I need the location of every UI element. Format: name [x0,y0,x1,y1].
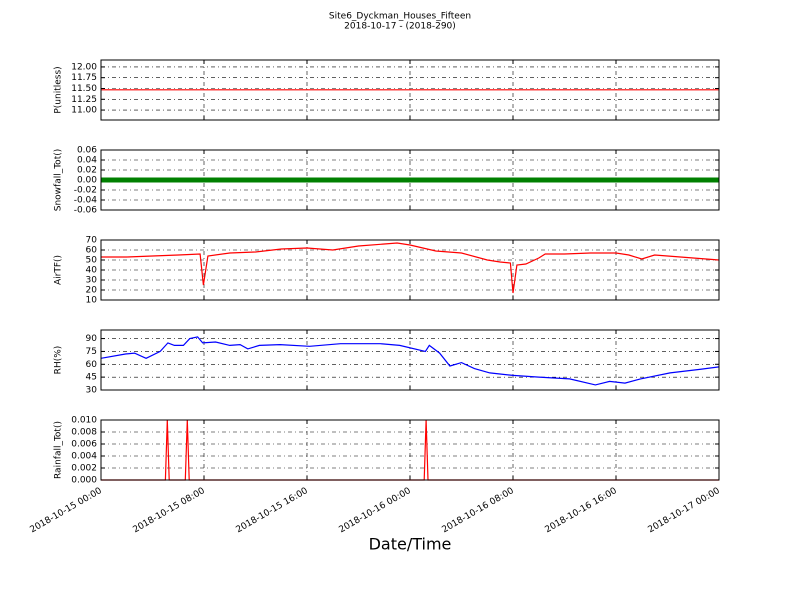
plot-frame [100,329,720,391]
y-axis-label: Rainfall_Tot() [54,421,64,479]
y-tick-label: 11.75 [71,73,97,83]
y-tick-label: 0.000 [71,476,97,486]
y-tick-label: 10 [86,296,98,306]
y-tick-label: -0.06 [74,206,98,216]
figure-title: Site6_Dyckman_Houses_Fifteen [329,12,471,22]
plot-frame [100,419,720,481]
y-tick-label: -0.04 [74,196,98,206]
y-axis-label: RH(%) [54,346,64,375]
y-tick-label: 30 [86,276,98,286]
y-tick-label: 60 [86,360,98,370]
y-tick-label: 0.06 [77,146,97,156]
y-axis-label: AirTF() [54,255,64,285]
y-axis-label: Snowfall_Tot() [54,149,64,212]
y-tick-label: 30 [86,386,98,396]
y-tick-label: 20 [86,286,98,296]
y-tick-label: 90 [86,334,98,344]
y-tick-label: 0.010 [71,416,97,426]
figure-subtitle: 2018-10-17 - (2018-290) [344,22,456,32]
y-tick-label: 60 [86,246,98,256]
y-tick-label: 40 [86,266,98,276]
series-line [100,336,720,386]
y-tick-label: 0.02 [77,166,97,176]
y-tick-label: 70 [86,236,98,246]
y-tick-label: -0.02 [74,186,97,196]
y-tick-label: 0.04 [77,156,97,166]
y-tick-label: 11.00 [71,106,97,116]
y-tick-label: 50 [86,256,98,266]
y-tick-label: 11.50 [71,84,97,94]
y-tick-label: 12.00 [71,62,97,72]
y-tick-label: 0.008 [71,428,97,438]
plot-frame [100,59,720,121]
y-tick-label: 11.25 [71,95,97,105]
y-axis-label: P(unitless) [54,66,64,113]
y-tick-label: 0.002 [71,464,97,474]
plot-frame [100,239,720,301]
x-axis-label: Date/Time [369,535,452,554]
series-line [101,242,720,294]
y-tick-label: 75 [86,347,97,357]
y-tick-label: 45 [86,373,97,383]
y-tick-label: 0.00 [77,176,97,186]
y-tick-label: 0.004 [71,452,97,462]
plot-frame [100,149,720,211]
y-tick-label: 0.006 [71,440,97,450]
